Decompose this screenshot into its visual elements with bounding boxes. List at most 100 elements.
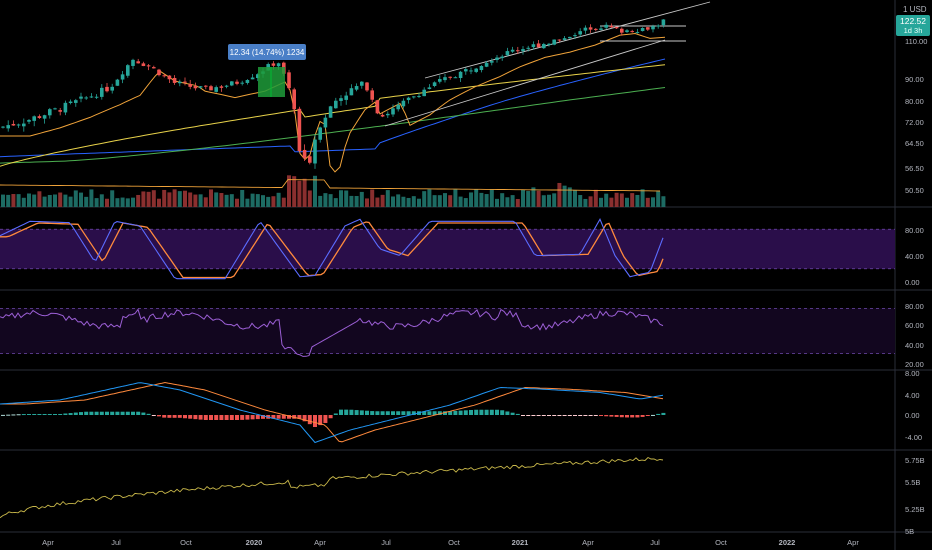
candle-body (32, 116, 36, 121)
x-tick-label: Jul (650, 538, 660, 547)
candle-body (292, 89, 296, 110)
macd-histogram-bar (131, 411, 135, 415)
candle-body (417, 95, 421, 97)
candle-body (115, 79, 120, 86)
measure-tool[interactable]: 12.34 (14.74%) 1234 (228, 44, 306, 97)
volume-bar (183, 190, 187, 207)
macd-histogram-bar (151, 415, 156, 416)
volume-bar (47, 194, 52, 207)
volume-bar (380, 194, 385, 207)
volume-bar (391, 196, 395, 207)
y-tick-label: 5B (905, 527, 914, 536)
volume-bar (99, 194, 104, 207)
stoch-band (0, 229, 895, 269)
y-tick-label: 110.00 (905, 37, 927, 46)
volume-bar (110, 190, 115, 207)
volume-bar (396, 194, 401, 207)
volume-bar (240, 189, 245, 207)
candle-body (370, 90, 374, 100)
price-axis[interactable]: 110.00 90.00 80.00 72.00 64.50 56.50 50.50 80.0… (905, 37, 927, 536)
candle-body (656, 25, 660, 27)
candle-body (500, 56, 504, 59)
volume-bar (162, 189, 167, 207)
macd-histogram-bar (489, 409, 494, 415)
volume-bar (261, 195, 265, 207)
macd-histogram-bar (385, 411, 390, 415)
volume-bar (271, 196, 276, 207)
candle-body (224, 85, 229, 87)
macd-histogram-bar (21, 414, 26, 416)
volume-bar (359, 191, 364, 207)
volume-bar (198, 194, 203, 207)
macd-histogram-bar (614, 415, 619, 417)
y-tick-label: 80.00 (905, 302, 924, 311)
macd-histogram-bar (157, 415, 161, 417)
candle-body (339, 98, 343, 101)
candle-body (443, 77, 447, 81)
macd-histogram-bar (380, 411, 385, 415)
macd-histogram-bar (11, 414, 16, 416)
macd-histogram-bar (307, 415, 312, 425)
candle-body (635, 31, 640, 33)
rsi-pane[interactable] (0, 307, 895, 357)
volume-bar (1, 194, 5, 207)
y-tick-label: 72.00 (905, 118, 924, 127)
y-tick-label: 90.00 (905, 75, 924, 84)
macd-signal-line (0, 381, 664, 443)
candle-body (120, 74, 125, 80)
volume-bar (656, 191, 661, 207)
macd-pane[interactable] (0, 381, 666, 444)
macd-histogram-bar (625, 415, 629, 418)
volume-bar (188, 192, 193, 207)
volume-bar (229, 194, 234, 207)
volume-bar (172, 189, 177, 207)
volume-bar (151, 190, 156, 207)
stoch-pane[interactable] (0, 218, 895, 280)
macd-histogram-bar (136, 411, 141, 415)
candle-body (568, 36, 572, 39)
ma-20-line (0, 32, 666, 173)
macd-histogram-bar (604, 415, 609, 417)
candle-body (276, 63, 281, 67)
candle-body (412, 96, 416, 98)
y-tick-label: 0.00 (905, 278, 920, 287)
volume-bar (573, 190, 577, 207)
volume-bar (37, 191, 42, 207)
volume-bar (651, 197, 655, 207)
volume-bar (313, 175, 317, 207)
macd-histogram-bar (73, 412, 78, 415)
macd-histogram-bar (645, 415, 650, 416)
y-tick-label: -4.00 (905, 433, 922, 442)
candle-body (349, 88, 354, 96)
volume-bar (453, 189, 458, 207)
candle-body (131, 59, 135, 66)
volume-bar (27, 193, 31, 207)
time-axis[interactable]: Apr Jul Oct 2020 Apr Jul Oct 2021 Apr Jul Oct 2022 A… (42, 538, 859, 547)
candle-body (375, 100, 380, 114)
volume-bar (193, 194, 198, 207)
price-pane[interactable] (0, 1, 711, 173)
volume-bar (645, 197, 650, 207)
macd-histogram-bar (427, 411, 432, 415)
macd-histogram-bar (578, 415, 583, 416)
macd-histogram-bar (84, 411, 89, 415)
volume-line-pane[interactable] (0, 456, 664, 519)
macd-histogram-bar (281, 415, 286, 419)
macd-histogram-bar (32, 414, 37, 415)
volume-bar (469, 192, 473, 207)
macd-histogram-bar (479, 409, 484, 415)
candle-body (422, 89, 426, 97)
volume-bar (354, 196, 359, 207)
price-tag-countdown: 1d 3h (904, 26, 923, 35)
volume-bar (318, 195, 323, 207)
volume-bar (635, 194, 640, 207)
volume-bar (489, 189, 494, 207)
macd-histogram-bar (541, 415, 546, 416)
volume-bar (557, 182, 562, 207)
macd-histogram-bar (235, 415, 239, 420)
volume-bar (302, 178, 307, 207)
y-tick-label: 80.00 (905, 97, 924, 106)
macd-histogram-bar (313, 415, 317, 427)
candle-body (380, 114, 385, 117)
